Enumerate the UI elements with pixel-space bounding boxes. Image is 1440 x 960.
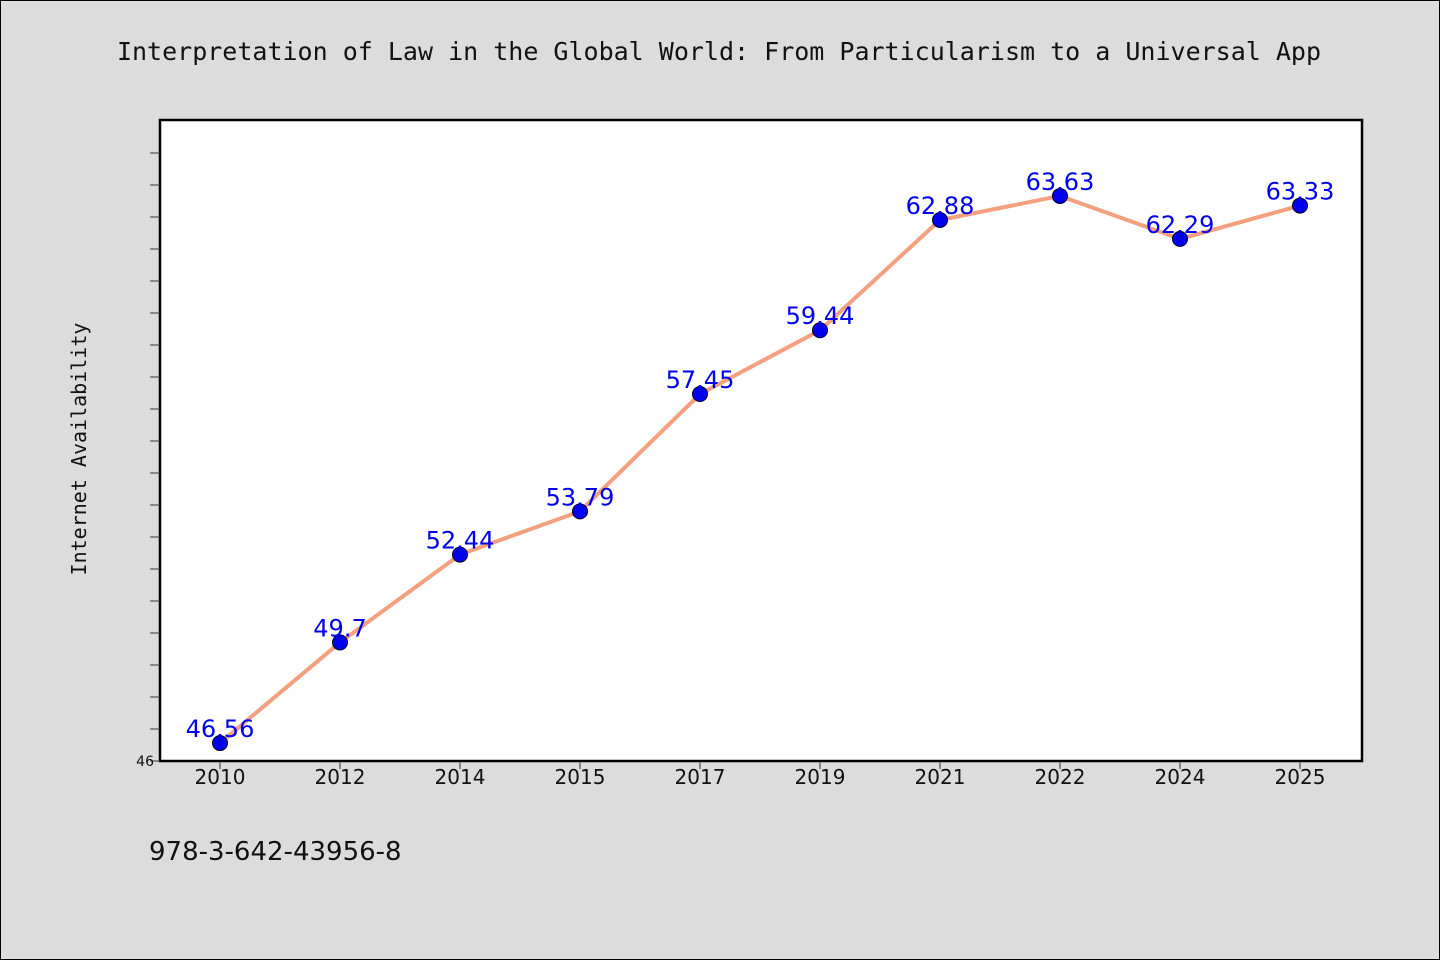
data-label: 57.45 — [666, 366, 735, 394]
data-label: 46.56 — [186, 715, 255, 743]
data-point — [1292, 197, 1308, 214]
data-point — [1052, 187, 1068, 204]
x-tick-label: 2021 — [915, 765, 966, 789]
data-point — [572, 503, 588, 520]
isbn-footer: 978-3-642-43956-8 — [149, 837, 402, 867]
chart-title: Interpretation of Law in the Global Worl… — [116, 37, 1322, 66]
data-label: 49.7 — [313, 614, 366, 642]
data-point — [332, 634, 348, 651]
x-tick-label: 2019 — [795, 765, 846, 789]
data-point — [212, 735, 228, 752]
x-tick-label: 2022 — [1035, 765, 1086, 789]
x-tick-label: 2010 — [195, 765, 246, 789]
data-point — [932, 211, 948, 228]
data-point — [452, 546, 468, 563]
data-point — [1172, 230, 1188, 247]
x-tick-label: 2012 — [315, 765, 366, 789]
data-label: 63.33 — [1266, 178, 1335, 206]
x-tick-label: 2014 — [435, 765, 486, 789]
data-point — [692, 386, 708, 403]
data-point — [812, 322, 828, 339]
data-label: 53.79 — [546, 483, 615, 511]
x-tick-label: 2015 — [555, 765, 606, 789]
series-line — [218, 193, 1302, 746]
data-label: 59.44 — [786, 302, 855, 330]
data-label: 63.63 — [1026, 168, 1095, 196]
data-label: 52.44 — [426, 527, 495, 555]
x-tick-label: 2025 — [1275, 765, 1326, 789]
plot-area — [158, 118, 1364, 763]
x-tick-label: 2017 — [675, 765, 726, 789]
data-label: 62.29 — [1146, 211, 1215, 239]
y-tick-label: 46 — [136, 754, 154, 770]
data-label: 62.88 — [906, 192, 975, 220]
x-tick-label: 2024 — [1155, 765, 1206, 789]
